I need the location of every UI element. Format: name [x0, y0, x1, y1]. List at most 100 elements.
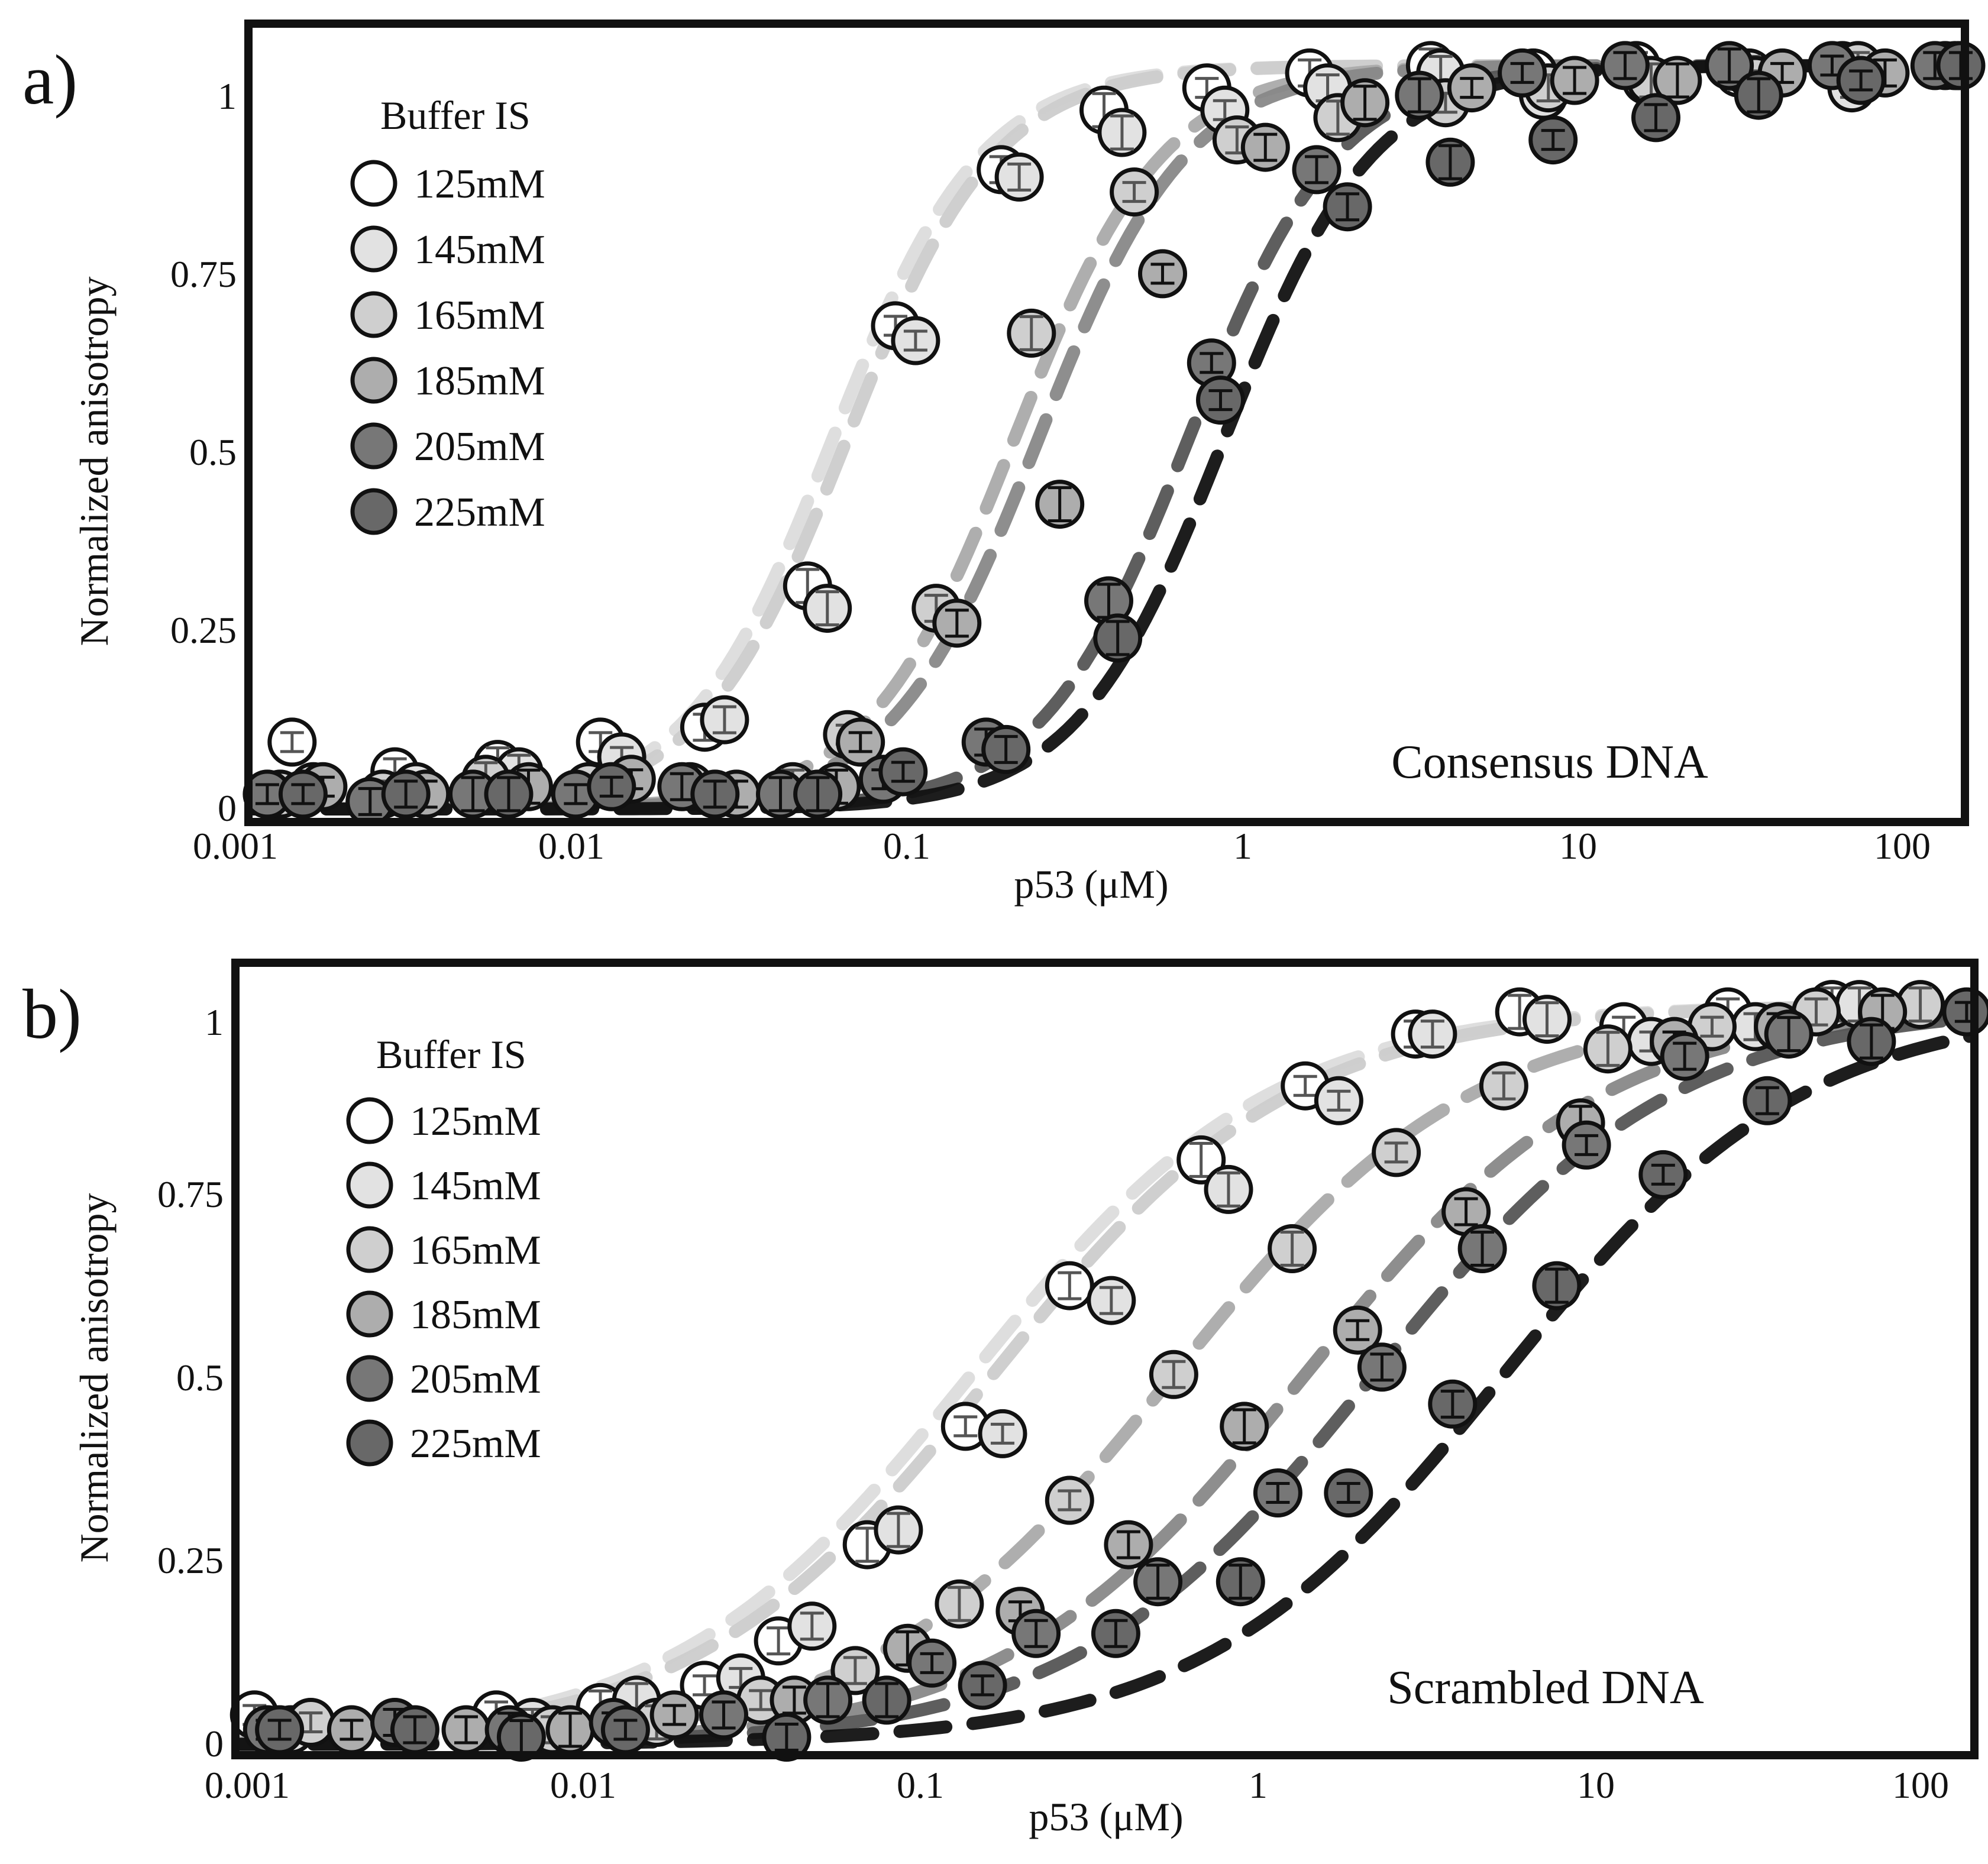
- error-bar: [267, 1719, 292, 1741]
- y-tick-label: 0.75: [157, 1173, 224, 1215]
- error-bar: [558, 1711, 583, 1748]
- error-bar: [1150, 263, 1175, 285]
- error-bar: [255, 783, 279, 805]
- error-bar: [953, 1415, 978, 1438]
- error-bar: [891, 761, 915, 783]
- error-bar: [947, 1585, 971, 1622]
- error-bar: [670, 772, 694, 801]
- legend-label: 205mM: [414, 424, 545, 470]
- y-tick-label: 0.5: [189, 431, 237, 473]
- legend-label: 225mM: [410, 1421, 541, 1467]
- x-tick-label: 0.01: [538, 825, 605, 867]
- error-bar: [1755, 1086, 1779, 1115]
- y-tick-label: 1: [205, 1001, 224, 1043]
- error-bar: [806, 776, 830, 813]
- error-bar: [1099, 1286, 1123, 1315]
- x-tick-label: 1: [1233, 825, 1252, 867]
- error-bar: [990, 1422, 1014, 1445]
- error-bar: [1492, 1071, 1516, 1101]
- error-bar: [1216, 1171, 1240, 1208]
- error-bar: [816, 1682, 840, 1719]
- error-bar: [767, 1626, 791, 1656]
- error-bar: [1327, 1089, 1351, 1112]
- error-bar: [1454, 1197, 1478, 1227]
- legend-marker: [346, 1097, 393, 1144]
- error-bar: [1208, 389, 1233, 412]
- error-bar: [454, 1715, 478, 1745]
- error-bar: [1110, 114, 1134, 151]
- x-tick-label: 10: [1577, 1764, 1615, 1806]
- x-tick-label: 100: [1892, 1764, 1949, 1806]
- legend-label: 205mM: [410, 1357, 541, 1402]
- x-axis-label: p53 (μM): [1014, 862, 1168, 907]
- error-bar: [920, 1652, 944, 1674]
- error-bar: [800, 1611, 824, 1641]
- y-tick-label: 0.25: [170, 609, 237, 651]
- error-bar: [564, 783, 588, 805]
- error-bar: [394, 779, 418, 809]
- panel-label: b): [22, 975, 82, 1053]
- error-bar: [1651, 1163, 1675, 1186]
- error-bar: [703, 779, 727, 809]
- error-bar: [843, 1656, 867, 1685]
- error-bar: [1908, 986, 1932, 1023]
- error-bar: [1470, 1231, 1495, 1267]
- x-axis-label: p53 (μM): [1029, 1794, 1183, 1839]
- plot-area: [229, 980, 1988, 1762]
- error-bar: [903, 329, 927, 352]
- error-bar: [1116, 1530, 1140, 1559]
- legend-marker: [350, 357, 397, 404]
- y-tick-label: 0.75: [170, 253, 237, 295]
- x-tick-label: 0.001: [193, 825, 278, 867]
- error-bar: [1353, 85, 1377, 121]
- error-bar: [712, 1700, 736, 1730]
- error-bar: [497, 776, 521, 813]
- error-bar: [1370, 1352, 1394, 1382]
- x-tick-label: 10: [1559, 825, 1597, 867]
- error-bar: [1438, 144, 1462, 180]
- error-bar: [1336, 192, 1360, 222]
- legend-label: 185mM: [414, 358, 545, 404]
- error-bar: [1280, 1231, 1304, 1267]
- x-tick-label: 1: [1249, 1764, 1268, 1806]
- error-bar: [1407, 77, 1431, 114]
- panel-a-chart: a) Normalized anisotropy p53 (μM) 0 0.25…: [22, 20, 1986, 907]
- error-bar: [1510, 62, 1534, 84]
- error-bar: [1336, 1482, 1360, 1504]
- error-bar: [1058, 1271, 1082, 1300]
- x-tick-label: 0.001: [205, 1764, 290, 1806]
- error-bar: [358, 787, 382, 816]
- legend-label: 145mM: [414, 227, 545, 273]
- annotation-label: Consensus DNA: [1391, 736, 1708, 788]
- error-bar: [1105, 620, 1130, 656]
- error-bar: [1544, 1267, 1569, 1304]
- error-bar: [599, 775, 623, 798]
- plot-frame: [231, 959, 1979, 1759]
- legend-marker: [350, 422, 397, 470]
- error-bar: [1266, 1482, 1290, 1504]
- error-bar: [1007, 162, 1032, 192]
- error-bar: [1253, 132, 1278, 162]
- error-bar: [1717, 47, 1741, 84]
- error-bar: [1859, 1023, 1883, 1060]
- y-tick-labels: 0 0.25 0.5 0.75 1: [170, 75, 237, 829]
- error-bar: [1575, 1134, 1599, 1156]
- plot-area: [243, 41, 1986, 826]
- error-bar: [1777, 1016, 1801, 1053]
- error-bar: [994, 734, 1018, 764]
- legend-label: 225mM: [414, 490, 545, 535]
- y-tick-label: 0: [205, 1723, 224, 1765]
- error-bar: [971, 1674, 995, 1697]
- error-bar: [662, 1704, 687, 1726]
- error-bar: [1700, 1015, 1724, 1038]
- error-bar: [1058, 1489, 1082, 1512]
- y-tick-label: 0: [218, 787, 237, 829]
- error-bar: [1019, 315, 1043, 351]
- error-bar: [848, 731, 872, 753]
- error-bar: [1146, 1564, 1170, 1600]
- legend-label: 165mM: [410, 1228, 541, 1273]
- x-tick-label: 0.1: [883, 825, 930, 867]
- x-tick-labels: 0.001 0.01 0.1 1 10 100: [193, 825, 1931, 867]
- legend-marker: [346, 1226, 393, 1273]
